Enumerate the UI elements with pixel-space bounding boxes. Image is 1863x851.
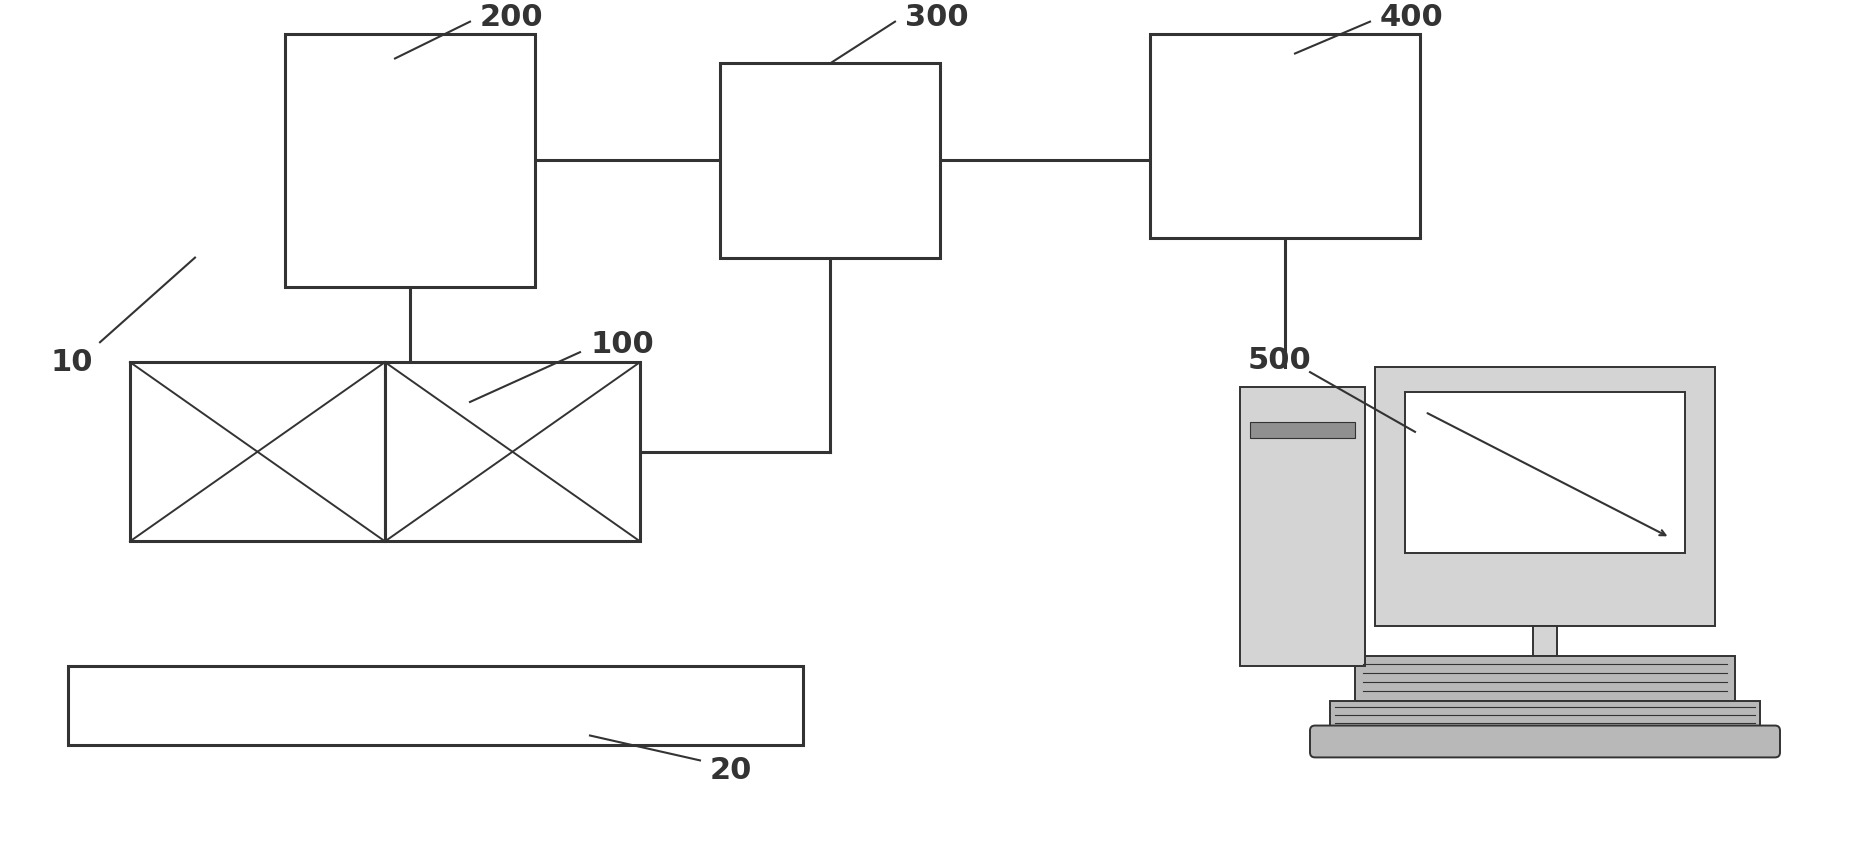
Text: 100: 100 [591, 329, 654, 359]
Bar [1354, 656, 1734, 700]
Bar [69, 665, 803, 745]
Text: 400: 400 [1380, 3, 1444, 32]
Text: 500: 500 [1248, 346, 1312, 374]
Bar [1533, 626, 1557, 656]
Bar [386, 363, 641, 541]
Bar [130, 363, 386, 541]
Text: 20: 20 [710, 756, 753, 785]
Text: 300: 300 [905, 3, 969, 32]
FancyBboxPatch shape [1310, 726, 1779, 757]
Bar [1405, 392, 1684, 552]
Bar [1149, 33, 1420, 237]
Bar [719, 64, 941, 258]
Text: 200: 200 [481, 3, 544, 32]
Bar [1250, 422, 1354, 437]
Bar [1241, 387, 1366, 665]
Text: 10: 10 [50, 348, 93, 377]
Bar [1375, 367, 1716, 626]
Bar [1330, 700, 1761, 730]
Bar [285, 33, 535, 288]
